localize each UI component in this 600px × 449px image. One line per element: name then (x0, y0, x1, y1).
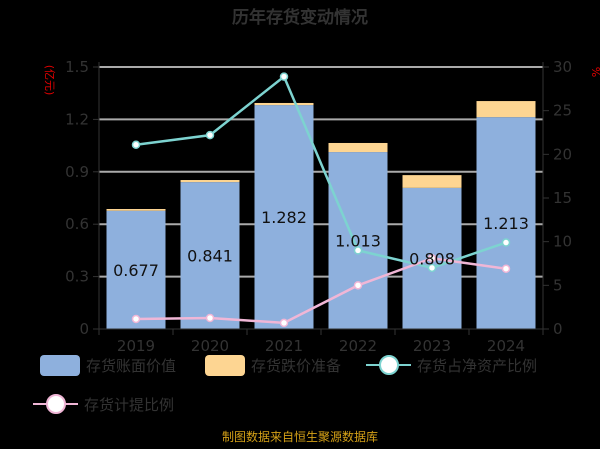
legend-marker (46, 394, 66, 414)
bar-book-value (254, 105, 314, 329)
legend-label: 存货跌价准备 (251, 357, 341, 375)
legend-label: 存货占净资产比例 (417, 357, 537, 375)
left-tick-label: 1.5 (65, 58, 89, 76)
line-point (427, 254, 437, 263)
bar-provision (476, 101, 536, 118)
line-ratio-net-assets (135, 74, 507, 270)
bar-provision (106, 209, 166, 211)
right-axis: 0 5 10 15 20 25 30 (542, 58, 572, 338)
right-axis-unit: % (589, 67, 600, 77)
bar-value-label: 1.282 (261, 208, 307, 227)
legend-item: 存货跌价准备 (205, 355, 341, 376)
left-tick-label: 1.2 (65, 110, 89, 128)
bar-book-value (180, 182, 240, 329)
bar-value-label: 0.677 (113, 261, 159, 280)
chart-title: 历年存货变动情况 (232, 7, 368, 28)
x-tick-label: 2022 (339, 337, 377, 355)
bar-provision (402, 175, 462, 188)
bar-book-value (476, 117, 536, 329)
bar-value-label: 0.841 (187, 247, 233, 266)
right-tick-label: 5 (553, 276, 563, 294)
x-tick-label: 2020 (191, 337, 229, 355)
legend-item: 存货计提比例 (33, 394, 174, 414)
x-axis: 2019 2020 2021 2022 2023 2024 (98, 328, 544, 355)
legend-swatch (205, 355, 245, 376)
right-tick-label: 10 (553, 233, 572, 251)
legend-swatch (40, 355, 80, 376)
source-note: 制图数据来自恒生聚源数据库 (222, 429, 378, 444)
line-point (205, 313, 215, 323)
line-point (501, 238, 511, 247)
line-point (131, 140, 141, 149)
bar-series (106, 101, 536, 329)
right-tick-label: 15 (553, 189, 572, 207)
bar-book-value (328, 152, 388, 329)
bar-value-label: 1.213 (483, 214, 529, 233)
x-tick-label: 2021 (265, 337, 303, 355)
legend-item: 存货账面价值 (40, 355, 176, 376)
left-tick-label: 0.3 (65, 268, 89, 286)
line-point (353, 281, 363, 290)
right-tick-label: 20 (553, 145, 572, 163)
x-tick-label: 2024 (487, 337, 525, 355)
right-tick-label: 25 (553, 102, 572, 120)
left-tick-label: 0.6 (65, 215, 89, 233)
bar-book-value (106, 210, 166, 329)
line-series (131, 72, 511, 328)
legend-item: 存货占净资产比例 (366, 355, 537, 375)
bar-value-label: 0.808 (409, 249, 455, 268)
bar-provision (328, 142, 388, 153)
left-axis: 0 0.3 0.6 0.9 1.2 1.5 (65, 58, 100, 338)
line-point (279, 318, 289, 328)
line-point (501, 264, 511, 273)
bar-provision (180, 180, 240, 183)
bar-data-labels: 0.677 0.841 1.282 1.013 0.808 1.213 (113, 208, 529, 280)
legend-label: 存货计提比例 (84, 396, 174, 414)
legend-marker (379, 355, 399, 375)
bar-value-label: 1.013 (335, 232, 381, 251)
x-tick-label: 2023 (413, 337, 451, 355)
line-point (279, 72, 289, 81)
bar-provision (254, 102, 314, 106)
line-point (353, 246, 363, 255)
line-point (205, 130, 215, 140)
right-tick-label: 30 (553, 58, 572, 76)
line-point (427, 263, 437, 273)
left-tick-label: 0.9 (65, 163, 89, 181)
left-tick-label: 0 (79, 320, 89, 338)
x-tick-label: 2019 (117, 337, 155, 355)
legend-label: 存货账面价值 (86, 357, 176, 375)
gridlines (99, 66, 543, 278)
line-provision-ratio (135, 256, 507, 325)
left-axis-unit: (亿元) (43, 65, 56, 96)
line-point (131, 314, 141, 324)
right-tick-label: 0 (553, 320, 563, 338)
